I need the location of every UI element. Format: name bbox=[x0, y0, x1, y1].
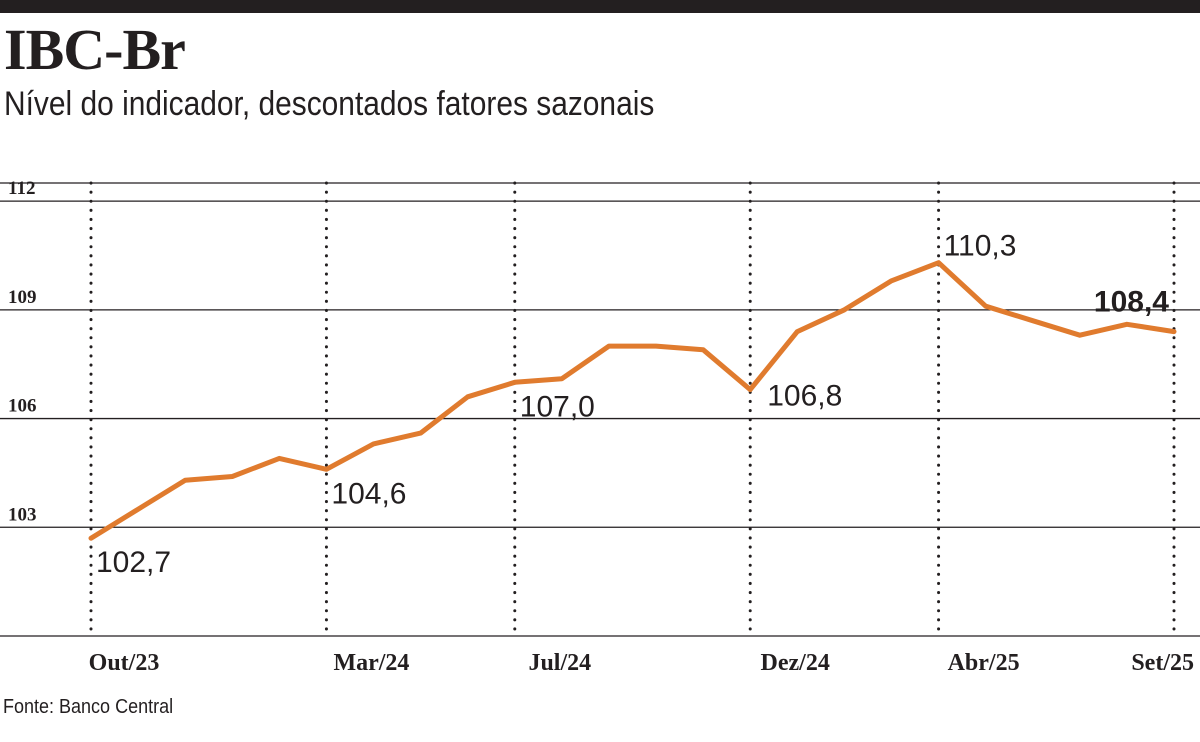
data-label: 102,7 bbox=[96, 546, 171, 579]
x-tick-label: Set/25 bbox=[1131, 650, 1194, 676]
x-tick-label: Abr/25 bbox=[948, 650, 1020, 676]
y-tick-label: 109 bbox=[8, 287, 37, 308]
x-tick-label: Jul/24 bbox=[528, 650, 591, 676]
y-tick-label: 112 bbox=[8, 178, 35, 199]
data-label: 106,8 bbox=[767, 380, 842, 413]
data-label: 104,6 bbox=[331, 477, 406, 510]
x-tick-label: Dez/24 bbox=[761, 650, 830, 676]
y-tick-label: 103 bbox=[8, 504, 37, 525]
data-label: 110,3 bbox=[944, 230, 1017, 263]
chart-subtitle: Nível do indicador, descontados fatores … bbox=[4, 85, 655, 123]
x-tick-label: Mar/24 bbox=[333, 650, 409, 676]
source-note: Fonte: Banco Central bbox=[3, 696, 174, 718]
data-label: 107,0 bbox=[520, 390, 595, 423]
chart-title: IBC-Br bbox=[4, 17, 186, 82]
data-label: 108,4 bbox=[1094, 286, 1169, 319]
series-line bbox=[88, 260, 1177, 541]
y-tick-label: 106 bbox=[8, 396, 37, 417]
top-rule bbox=[0, 0, 1200, 13]
x-tick-label: Out/23 bbox=[89, 650, 160, 676]
